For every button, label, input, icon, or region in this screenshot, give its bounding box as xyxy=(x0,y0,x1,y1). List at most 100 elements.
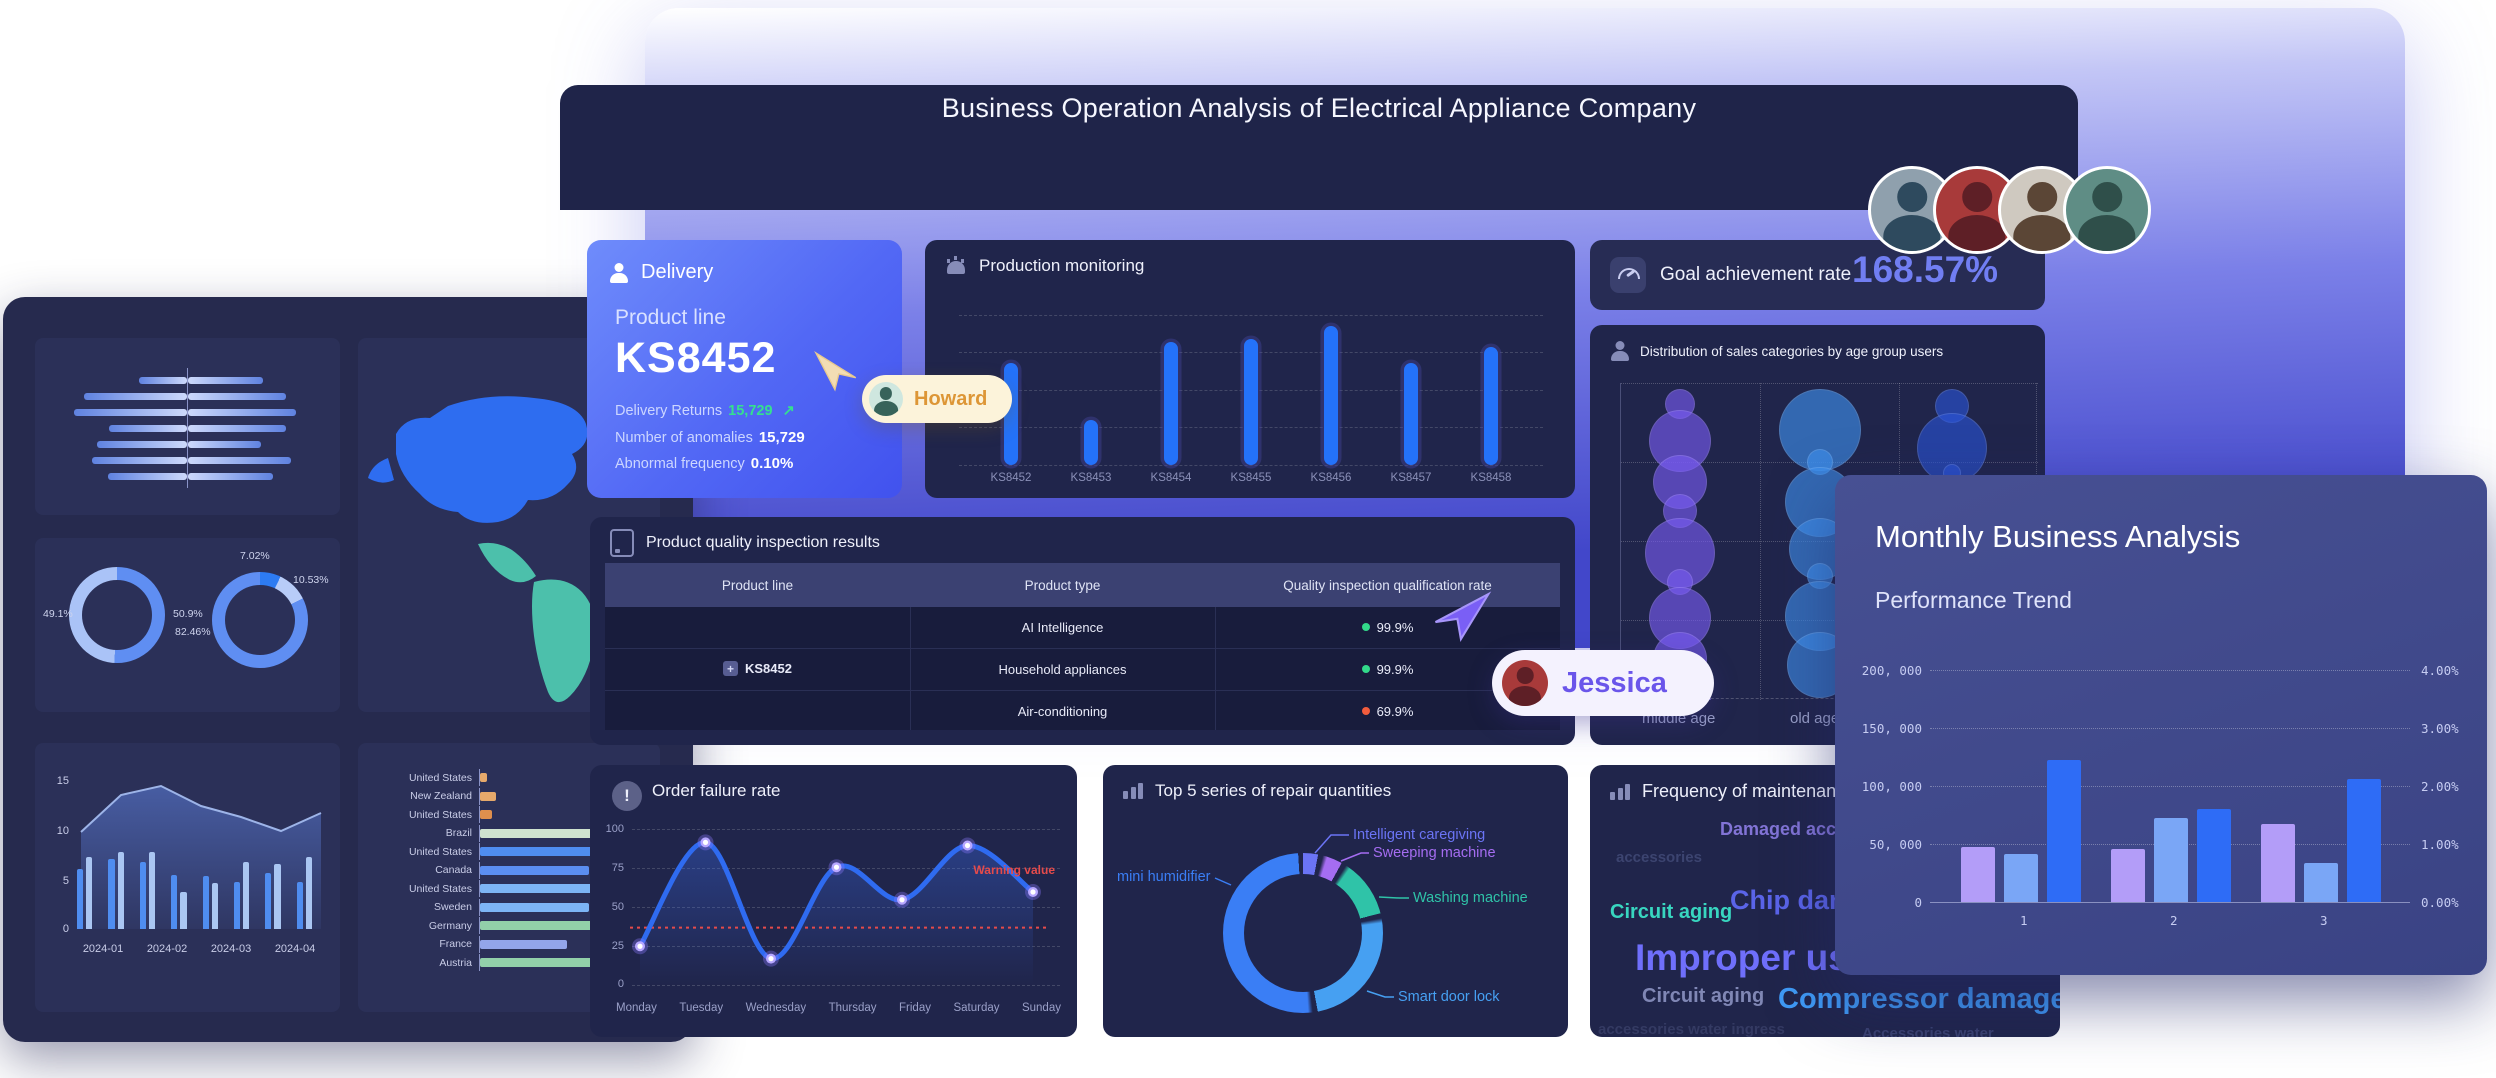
of-ytick: 75 xyxy=(611,862,624,874)
bar-chart-icon xyxy=(1123,783,1143,799)
panel-monthly-bars-area: 15 10 5 0 2024-01 2024-02 2024-03 2024-0… xyxy=(35,743,340,1012)
howard-avatar xyxy=(869,382,903,416)
goal-value: 168.57% xyxy=(1852,249,1999,290)
trend-up-icon: ↗ xyxy=(782,403,795,419)
panel-top5-repairs: Top 5 series of repair quantities Intell… xyxy=(1103,765,1568,1037)
donut2-label-3: 82.46% xyxy=(175,626,211,638)
siren-icon xyxy=(945,255,967,274)
m-right-tick: 2.00% xyxy=(2421,779,2459,794)
delivery-product-line: KS8452 xyxy=(615,334,777,382)
howard-cursor-icon xyxy=(814,350,857,392)
area-month: 2024-01 xyxy=(82,943,124,955)
segment-label: Smart door lock xyxy=(1398,989,1500,1005)
of-ytick: 50 xyxy=(611,901,624,913)
panel-title: Top 5 series of repair quantities xyxy=(1155,781,1392,800)
order-failure-line-chart xyxy=(620,810,1060,990)
of-ytick: 100 xyxy=(605,823,624,835)
stat-value: 15,729 xyxy=(728,403,773,419)
m-right-tick: 4.00% xyxy=(2421,663,2459,678)
dist-x-label: old age xyxy=(1790,710,1840,727)
monthly-bar-group-3 xyxy=(2261,779,2381,902)
panel-order-failure: Order failure rate ! 100 75 50 25 0 Warn… xyxy=(590,765,1077,1037)
donut2-label-2: 10.53% xyxy=(293,574,329,586)
m-right-tick: 1.00% xyxy=(2421,837,2459,852)
m-left-tick: 0 xyxy=(1914,895,1922,910)
segment-label: Intelligent caregiving xyxy=(1353,827,1486,843)
country-bar-list: United States New Zealand United States Bra… xyxy=(368,769,650,971)
panel-title: Distribution of sales categories by age … xyxy=(1640,343,1944,359)
document-icon xyxy=(610,529,634,557)
tornado-axis xyxy=(186,368,189,488)
quality-table: Product line Product type Quality inspec… xyxy=(605,563,1560,730)
monthly-analysis-window: Monthly Business Analysis Performance Tr… xyxy=(1835,475,2487,975)
tornado-chart xyxy=(55,368,320,488)
table-row[interactable]: Household appliances 99.9% xyxy=(605,648,1560,690)
alert-icon: ! xyxy=(612,781,642,811)
m-right-tick: 0.00% xyxy=(2421,895,2459,910)
person-silhouette xyxy=(2066,169,2148,251)
stat-label: Number of anomalies xyxy=(615,430,753,446)
area-ytick: 0 xyxy=(62,923,69,935)
col-header-product-type: Product type xyxy=(1024,577,1101,593)
col-header-rate: Quality inspection qualification rate xyxy=(1283,577,1492,593)
delivery-subtitle: Product line xyxy=(615,306,726,329)
table-row[interactable]: AI Intelligence 99.9% xyxy=(1021,620,1414,635)
panel-production-monitoring: Production monitoring KS8452 KS8453 KS84… xyxy=(925,240,1575,498)
avatar-4[interactable] xyxy=(2063,166,2151,254)
person-icon xyxy=(609,263,629,283)
area-bars xyxy=(77,779,325,929)
panel-title: Order failure rate xyxy=(652,781,781,800)
tornado-right-bars xyxy=(188,376,320,480)
area-ytick: 5 xyxy=(62,875,69,887)
stat-value: 0.10% xyxy=(750,455,794,472)
col-header-product-line: Product line xyxy=(721,577,794,593)
stat-value: 15,729 xyxy=(758,429,805,446)
donut-chart-2 xyxy=(212,572,308,668)
panel-donut-pair: 49.1% 50.9% 7.02% 10.53% 82.46% xyxy=(35,538,340,712)
monthly-bar-group-2 xyxy=(2111,809,2231,902)
repairs-donut-chart xyxy=(1223,853,1383,1013)
of-ytick: 25 xyxy=(611,940,624,952)
donut-chart-1 xyxy=(69,567,165,663)
bar-chart-icon xyxy=(1610,783,1630,800)
monthly-bar-group-1 xyxy=(1961,760,2081,902)
donut-leader-lines xyxy=(1214,834,1409,998)
table-header-row: Product line Product type Quality inspec… xyxy=(605,563,1560,607)
of-x-labels: Monday Tuesday Wednesday Thursday Friday… xyxy=(616,1002,1061,1014)
table-row[interactable]: Air-conditioning 69.9% xyxy=(605,690,1560,732)
panel-title: Frequency of maintenance xyxy=(1642,781,1856,801)
delivery-title: Delivery xyxy=(641,261,714,283)
stat-label: Abnormal frequency xyxy=(615,456,745,472)
area-ytick: 15 xyxy=(56,775,69,787)
area-month: 2024-04 xyxy=(274,943,316,955)
segment-label: mini humidifier xyxy=(1117,869,1211,885)
m-left-tick: 100, 000 xyxy=(1861,779,1922,794)
m-left-tick: 50, 000 xyxy=(1869,837,1922,852)
cursor-user-name: Jessica xyxy=(1562,666,1667,699)
panel-title: Production monitoring xyxy=(979,256,1145,275)
segment-label: Washing machine xyxy=(1413,890,1528,906)
jessica-cursor-label: Jessica xyxy=(1492,650,1714,716)
of-ytick: 0 xyxy=(617,978,624,990)
page-title: Business Operation Analysis of Electrica… xyxy=(941,93,1697,123)
tornado-left-bars xyxy=(55,376,187,480)
cursor-user-name: Howard xyxy=(914,387,988,410)
plus-square-icon: + xyxy=(723,661,738,676)
segment-label: Sweeping machine xyxy=(1373,845,1496,861)
status-dot xyxy=(1361,665,1370,673)
jessica-cursor-icon xyxy=(1434,591,1492,642)
monthly-subtitle: Performance Trend xyxy=(1875,587,2072,613)
m-right-tick: 3.00% xyxy=(2421,721,2459,736)
gauge-icon xyxy=(1610,257,1646,293)
m-left-tick: 200, 000 xyxy=(1861,663,1922,678)
m-left-tick: 150, 000 xyxy=(1861,721,1922,736)
jessica-avatar xyxy=(1502,660,1548,706)
m-x-label: 2 xyxy=(2170,913,2178,928)
m-x-label: 1 xyxy=(2020,913,2028,928)
status-dot xyxy=(1361,623,1370,631)
goal-label: Goal achievement rate xyxy=(1660,264,1852,285)
m-x-label: 3 xyxy=(2320,913,2328,928)
stat-label: Delivery Returns xyxy=(615,403,723,419)
status-dot xyxy=(1361,707,1370,715)
